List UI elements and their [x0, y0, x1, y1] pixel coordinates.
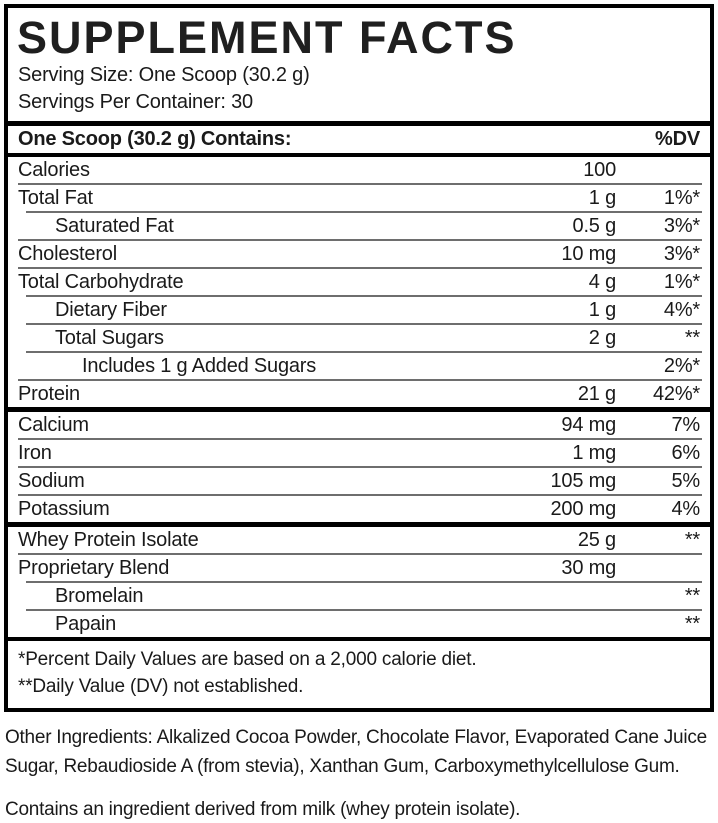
- divider-thin: [18, 494, 702, 496]
- row-label: Potassium: [18, 497, 110, 520]
- divider-thick: [8, 153, 710, 157]
- footnote-dv-not-established: **Daily Value (DV) not established.: [18, 676, 304, 697]
- row-amount: 1 g: [588, 298, 616, 321]
- row-dv: 4%: [671, 497, 700, 520]
- row-dv: **: [684, 528, 700, 551]
- row-amount: 100: [583, 158, 616, 181]
- divider-thin: [18, 438, 702, 440]
- row-amount: 94 mg: [561, 413, 616, 436]
- row-dv: **: [684, 584, 700, 607]
- serving-info: Serving Size: One Scoop (30.2 g) Serving…: [8, 62, 710, 121]
- row-amount: 2 g: [588, 326, 616, 349]
- nutrient-group-blend: Whey Protein Isolate 25 g ** Proprietary Bl…: [8, 527, 710, 637]
- row-dv: 2%*: [663, 354, 700, 377]
- nutrient-group-minerals: Calcium 94 mg 7% Iron 1 mg 6% Sodium 105 mg 5% Po…: [8, 412, 710, 522]
- row-dv: 42%*: [652, 382, 700, 405]
- table-header-dv: %DV: [655, 128, 700, 150]
- facts-row: Whey Protein Isolate 25 g **: [8, 527, 710, 553]
- row-label: Calcium: [18, 413, 89, 436]
- row-label: Includes 1 g Added Sugars: [82, 354, 317, 377]
- facts-row: Protein 21 g 42%*: [8, 381, 710, 407]
- row-dv: 5%: [671, 469, 700, 492]
- row-amount: 200 mg: [550, 497, 616, 520]
- row-label: Whey Protein Isolate: [18, 528, 199, 551]
- divider-thin: [18, 379, 702, 381]
- row-dv: **: [684, 326, 700, 349]
- footnotes: *Percent Daily Values are based on a 2,0…: [8, 641, 710, 708]
- facts-row: Iron 1 mg 6%: [8, 440, 710, 466]
- facts-row: Calories 100: [8, 157, 710, 183]
- table-header-label: One Scoop (30.2 g) Contains:: [18, 128, 292, 150]
- row-label: Saturated Fat: [55, 214, 174, 237]
- other-ingredients: Other Ingredients: Alkalized Cocoa Powde…: [5, 727, 707, 777]
- facts-row: Dietary Fiber 1 g 4%*: [8, 297, 710, 323]
- facts-row: Bromelain **: [8, 583, 710, 609]
- divider-thin: [26, 323, 702, 325]
- table-header-row: One Scoop (30.2 g) Contains: %DV: [8, 126, 710, 153]
- row-amount: 10 mg: [561, 242, 616, 265]
- facts-row: Cholesterol 10 mg 3%*: [8, 241, 710, 267]
- row-label: Sodium: [18, 469, 85, 492]
- row-label: Calories: [18, 158, 90, 181]
- facts-row: Potassium 200 mg 4%: [8, 496, 710, 522]
- divider-thin: [26, 295, 702, 297]
- servings-per-container: Servings Per Container: 30: [18, 91, 253, 113]
- divider-thin: [26, 351, 702, 353]
- row-amount: 1 g: [588, 186, 616, 209]
- nutrient-group-macros: Calories 100 Total Fat 1 g 1%* Saturated Fat 0…: [8, 157, 710, 407]
- divider-thick: [8, 407, 710, 412]
- row-label: Iron: [18, 441, 52, 464]
- allergen-statement: Contains an ingredient derived from milk…: [5, 799, 521, 820]
- row-amount: 0.5 g: [572, 214, 617, 237]
- row-amount: 1 mg: [572, 441, 616, 464]
- divider-thin: [18, 239, 702, 241]
- divider-thin: [18, 466, 702, 468]
- row-dv: 1%*: [663, 186, 700, 209]
- divider-thick: [8, 522, 710, 527]
- row-dv: 7%: [671, 413, 700, 436]
- row-dv: 6%: [671, 441, 700, 464]
- facts-row: Includes 1 g Added Sugars 2%*: [8, 353, 710, 379]
- divider-thin: [18, 267, 702, 269]
- divider-thin: [26, 609, 702, 611]
- row-label: Proprietary Blend: [18, 556, 170, 579]
- row-amount: 4 g: [588, 270, 616, 293]
- facts-row: Proprietary Blend 30 mg: [8, 555, 710, 581]
- divider-thin: [26, 211, 702, 213]
- facts-row: Total Fat 1 g 1%*: [8, 185, 710, 211]
- row-label: Protein: [18, 382, 80, 405]
- row-label: Bromelain: [55, 584, 144, 607]
- row-dv: **: [684, 612, 700, 635]
- divider-thick: [8, 637, 710, 641]
- row-amount: 105 mg: [550, 469, 616, 492]
- below-panel-text: Other Ingredients: Alkalized Cocoa Powde…: [0, 723, 718, 823]
- row-label: Cholesterol: [18, 242, 117, 265]
- row-label: Total Carbohydrate: [18, 270, 184, 293]
- row-dv: 3%*: [663, 214, 700, 237]
- facts-row: Calcium 94 mg 7%: [8, 412, 710, 438]
- row-amount: 21 g: [577, 382, 616, 405]
- row-label: Papain: [55, 612, 117, 635]
- facts-row: Total Sugars 2 g **: [8, 325, 710, 351]
- row-label: Dietary Fiber: [55, 298, 167, 321]
- row-amount: 30 mg: [561, 556, 616, 579]
- facts-row: Saturated Fat 0.5 g 3%*: [8, 213, 710, 239]
- serving-size: Serving Size: One Scoop (30.2 g): [18, 64, 310, 86]
- supplement-facts-panel: SUPPLEMENT FACTS Serving Size: One Scoop…: [4, 4, 714, 712]
- row-dv: 3%*: [663, 242, 700, 265]
- facts-row: Total Carbohydrate 4 g 1%*: [8, 269, 710, 295]
- row-amount: 25 g: [577, 528, 616, 551]
- facts-row: Papain **: [8, 611, 710, 637]
- divider-thick: [8, 121, 710, 126]
- row-dv: 4%*: [663, 298, 700, 321]
- divider-thin: [18, 553, 702, 555]
- facts-row: Sodium 105 mg 5%: [8, 468, 710, 494]
- row-label: Total Fat: [18, 186, 93, 209]
- footnote-daily-values: *Percent Daily Values are based on a 2,0…: [18, 649, 477, 670]
- row-label: Total Sugars: [55, 326, 164, 349]
- divider-thin: [26, 581, 702, 583]
- panel-title: SUPPLEMENT FACTS: [17, 12, 517, 63]
- divider-thin: [18, 183, 702, 185]
- row-dv: 1%*: [663, 270, 700, 293]
